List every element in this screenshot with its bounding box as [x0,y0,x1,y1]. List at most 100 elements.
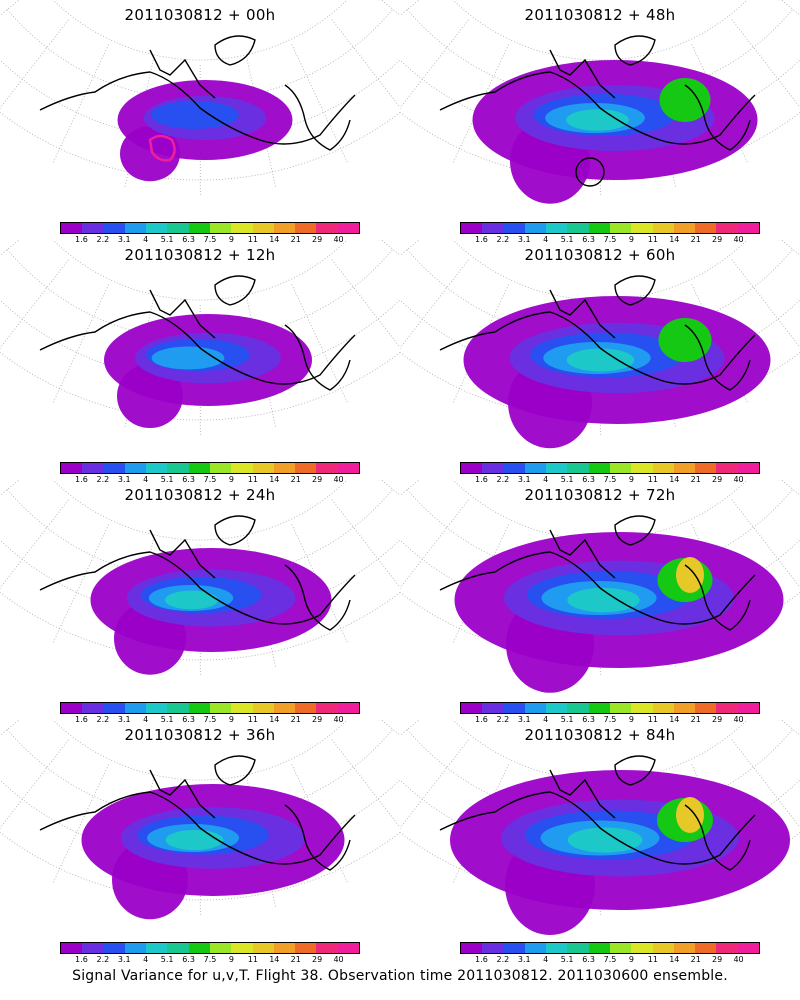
variance-field [90,548,332,675]
colorbar-tick-label: 3.1 [517,235,531,244]
colorbar-tick-label: 29 [312,955,323,964]
colorbar-tick-label: 4 [143,955,149,964]
variance-field [463,296,771,449]
colorbar [460,222,760,234]
colorbar-swatch [82,703,104,713]
colorbar-swatch [673,703,696,713]
colorbar-tick-label: 40 [333,955,344,964]
colorbar-tick-label: 7.5 [603,715,617,724]
colorbar-swatch [61,703,83,713]
colorbar-tick-label: 9 [628,955,634,964]
colorbar-tick-label: 11 [247,235,258,244]
colorbar-swatch [546,463,568,473]
panel-title: 2011030812 + 24h [124,486,276,504]
colorbar-swatch [524,943,547,953]
colorbar-tick-label: 14 [269,475,280,484]
colorbar-tick-label: 11 [247,955,258,964]
map-panel: 2011030812 + 84h 1.6 2.2 3.1 4 5.1 6.3 7.5 9 11 14… [400,720,800,964]
colorbar-swatch [167,703,189,713]
colorbar-tick-label: 11 [647,475,658,484]
colorbar-tick-label: 9 [628,715,634,724]
colorbar-swatch [337,463,359,473]
panel-title: 2011030812 + 72h [524,486,676,504]
colorbar-labels: 1.6 2.2 3.1 4 5.1 6.3 7.5 9 11 14 21 29 40 [460,475,760,485]
colorbar-tick-label: 5.1 [560,475,574,484]
colorbar-tick-label: 21 [690,475,701,484]
colorbar-tick-label: 40 [333,715,344,724]
polar-map [0,480,400,676]
colorbar-swatch [716,703,738,713]
colorbar-swatch [737,223,759,233]
colorbar-tick-label: 21 [690,715,701,724]
colorbar-swatch [524,463,547,473]
colorbar-swatch [167,223,189,233]
colorbar-swatch [652,943,674,953]
colorbar-swatch [567,703,589,713]
colorbar-swatch [737,463,759,473]
colorbar-swatch [82,223,104,233]
colorbar [460,702,760,714]
colorbar-tick-label: 29 [312,475,323,484]
colorbar-tick-label: 11 [647,955,658,964]
colorbar-tick-label: 6.3 [582,475,595,484]
colorbar-swatch [652,463,674,473]
panel-title: 2011030812 + 60h [524,246,676,264]
colorbar-tick-label: 7.5 [603,475,617,484]
colorbar-tick-label: 1.6 [75,715,88,724]
colorbar-tick-label: 1.6 [75,955,88,964]
colorbar-swatch [609,943,632,953]
colorbar-swatch [631,703,653,713]
colorbar-tick-label: 6.3 [582,955,595,964]
colorbar-tick-label: 3.1 [517,715,531,724]
coastlines [439,35,756,151]
colorbar-tick-label: 9 [228,475,234,484]
colorbar-tick-label: 2.2 [96,475,110,484]
colorbar-swatch [546,943,568,953]
colorbar-tick-label: 5.1 [560,715,574,724]
colorbar-tick-label: 5.1 [160,475,174,484]
colorbar-swatch [209,223,232,233]
colorbar-swatch [631,223,653,233]
colorbar-tick-label: 3.1 [517,955,531,964]
colorbar-swatch [588,223,610,233]
colorbar-tick-label: 9 [628,475,634,484]
colorbar [60,702,360,714]
colorbar [60,942,360,954]
colorbar-swatch [482,223,504,233]
colorbar-tick-label: 4 [543,475,549,484]
variance-field [81,784,345,920]
colorbar-swatch [567,463,589,473]
coastlines [439,515,756,631]
colorbar-swatch [82,943,104,953]
colorbar-swatch [652,703,674,713]
colorbar-swatch [503,223,525,233]
colorbar-tick-label: 14 [669,955,680,964]
colorbar-tick-label: 21 [290,235,301,244]
colorbar-tick-label: 7.5 [203,235,217,244]
colorbar-labels: 1.6 2.2 3.1 4 5.1 6.3 7.5 9 11 14 21 29 40 [60,475,360,485]
colorbar [60,222,360,234]
colorbar-swatch [209,463,232,473]
colorbar-swatch [482,463,504,473]
colorbar-swatch [567,223,589,233]
colorbar-swatch [631,463,653,473]
colorbar [460,462,760,474]
colorbar-tick-label: 3.1 [117,475,131,484]
colorbar-tick-label: 14 [269,715,280,724]
colorbar-swatch [337,703,359,713]
colorbar-labels: 1.6 2.2 3.1 4 5.1 6.3 7.5 9 11 14 21 29 40 [460,715,760,725]
colorbar-tick-label: 1.6 [475,475,488,484]
colorbar-swatch [588,703,610,713]
variance-field [450,770,790,935]
colorbar-swatch [209,943,232,953]
colorbar-swatch [273,943,296,953]
colorbar-tick-label: 40 [733,715,744,724]
colorbar-tick-label: 3.1 [117,235,131,244]
colorbar-labels: 1.6 2.2 3.1 4 5.1 6.3 7.5 9 11 14 21 29 40 [460,235,760,245]
colorbar-swatch [316,943,338,953]
colorbar-tick-label: 29 [712,955,723,964]
colorbar-tick-label: 21 [290,955,301,964]
colorbar-swatch [482,943,504,953]
colorbar-swatch [609,223,632,233]
colorbar-swatch [546,703,568,713]
